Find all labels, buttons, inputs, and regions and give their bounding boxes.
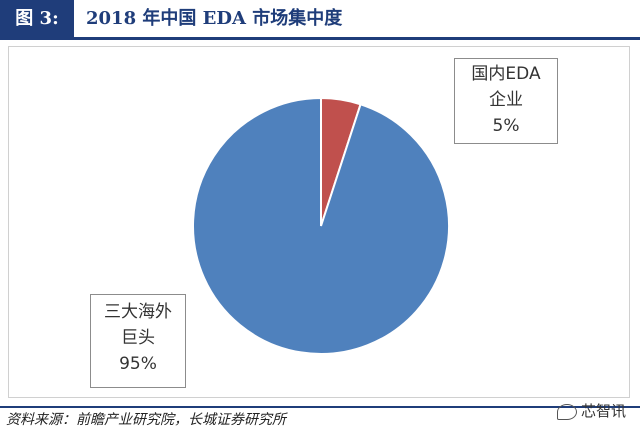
wechat-icon bbox=[556, 403, 577, 420]
callout-domestic-value: 5% bbox=[492, 116, 520, 136]
callout-domestic-eda: 国内EDA 企业 5% bbox=[454, 58, 558, 144]
pie-chart bbox=[192, 96, 450, 355]
source-divider bbox=[0, 406, 640, 408]
watermark-text: 芯智讯 bbox=[580, 402, 626, 420]
pie-slice-1 bbox=[192, 96, 450, 355]
callout-overseas-line2: 巨头 bbox=[121, 328, 155, 348]
callout-domestic-line2: 企业 bbox=[489, 90, 523, 110]
watermark: 芯智讯 bbox=[556, 400, 626, 421]
chart-title: 2018 年中国 EDA 市场集中度 bbox=[86, 8, 343, 29]
callout-overseas-line1: 三大海外 bbox=[104, 302, 172, 322]
figure-header: 图 3: 2018 年中国 EDA 市场集中度 bbox=[0, 0, 640, 40]
source-note: 资料来源：前瞻产业研究院，长城证券研究所 bbox=[6, 412, 286, 428]
figure-number: 图 3: bbox=[0, 0, 74, 37]
callout-overseas-value: 95% bbox=[119, 354, 157, 374]
callout-overseas-giants: 三大海外 巨头 95% bbox=[90, 294, 186, 388]
callout-domestic-line1: 国内EDA bbox=[471, 64, 541, 84]
